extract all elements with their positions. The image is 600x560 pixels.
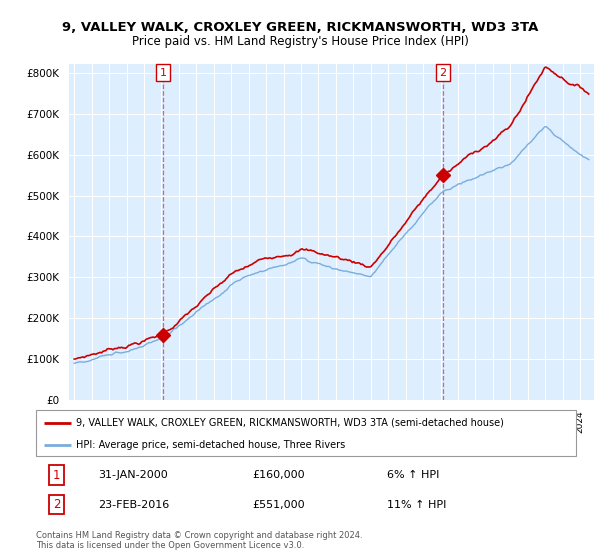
- Text: £551,000: £551,000: [252, 500, 305, 510]
- Text: 31-JAN-2000: 31-JAN-2000: [98, 470, 168, 480]
- Text: 2: 2: [53, 498, 60, 511]
- Text: 9, VALLEY WALK, CROXLEY GREEN, RICKMANSWORTH, WD3 3TA (semi-detached house): 9, VALLEY WALK, CROXLEY GREEN, RICKMANSW…: [77, 418, 505, 428]
- Text: Price paid vs. HM Land Registry's House Price Index (HPI): Price paid vs. HM Land Registry's House …: [131, 35, 469, 48]
- Text: 1: 1: [53, 469, 60, 482]
- FancyBboxPatch shape: [36, 410, 576, 456]
- Text: 23-FEB-2016: 23-FEB-2016: [98, 500, 169, 510]
- Text: 11% ↑ HPI: 11% ↑ HPI: [387, 500, 446, 510]
- Text: £160,000: £160,000: [252, 470, 305, 480]
- Text: HPI: Average price, semi-detached house, Three Rivers: HPI: Average price, semi-detached house,…: [77, 440, 346, 450]
- Text: 6% ↑ HPI: 6% ↑ HPI: [387, 470, 439, 480]
- Text: Contains HM Land Registry data © Crown copyright and database right 2024.
This d: Contains HM Land Registry data © Crown c…: [36, 531, 362, 550]
- Text: 2: 2: [440, 68, 446, 78]
- Text: 1: 1: [160, 68, 166, 78]
- Text: 9, VALLEY WALK, CROXLEY GREEN, RICKMANSWORTH, WD3 3TA: 9, VALLEY WALK, CROXLEY GREEN, RICKMANSW…: [62, 21, 538, 34]
